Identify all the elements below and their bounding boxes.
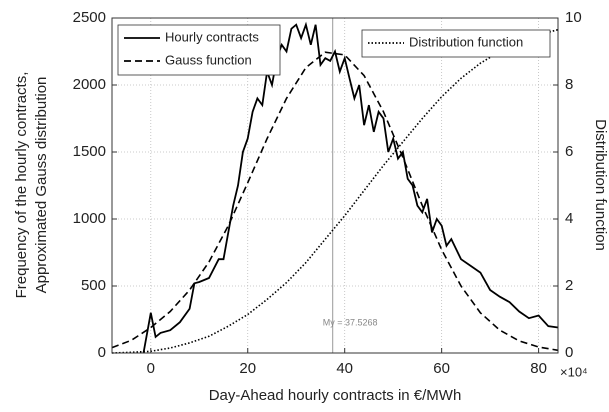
y-tick-label: 1000 [73, 210, 106, 227]
legend-label: Hourly contracts [165, 29, 259, 44]
x-axis-label: Day-Ahead hourly contracts in €/MWh [209, 387, 462, 404]
y2-tick-label: 8 [565, 76, 573, 93]
y-tick-label: 1500 [73, 143, 106, 160]
y2-axis-label: Distribution function [592, 119, 609, 251]
series-line [142, 21, 559, 354]
legend-box [117, 24, 281, 76]
x-tick-label: 0 [147, 360, 155, 377]
y2-multiplier: ×10⁴ [560, 364, 588, 379]
x-tick-label: 80 [530, 360, 547, 377]
y2-tick-label: 4 [565, 210, 573, 227]
y-axis-label: Approximated Gauss distribution [33, 77, 50, 294]
series-line [111, 51, 559, 352]
legend-label: Gauss function [165, 52, 252, 67]
legend-label: Distribution function [409, 34, 523, 49]
y-axis-label: Frequency of the hourly contracts, [13, 72, 30, 299]
y-tick-label: 500 [81, 277, 106, 294]
y2-tick-label: 10 [565, 9, 582, 26]
x-tick-label: 20 [239, 360, 256, 377]
mean-label: My = 37.5268 [323, 317, 378, 327]
series-line [111, 28, 559, 354]
y-tick-label: 2000 [73, 76, 106, 93]
marks [111, 18, 559, 354]
plot-frame [111, 17, 559, 354]
y2-tick-label: 0 [565, 344, 573, 361]
x-tick-label: 40 [336, 360, 353, 377]
x-tick-label: 60 [433, 360, 450, 377]
y-tick-label: 2500 [73, 9, 106, 26]
y-tick-label: 0 [98, 344, 106, 361]
y2-tick-label: 6 [565, 143, 573, 160]
y2-tick-label: 2 [565, 277, 573, 294]
